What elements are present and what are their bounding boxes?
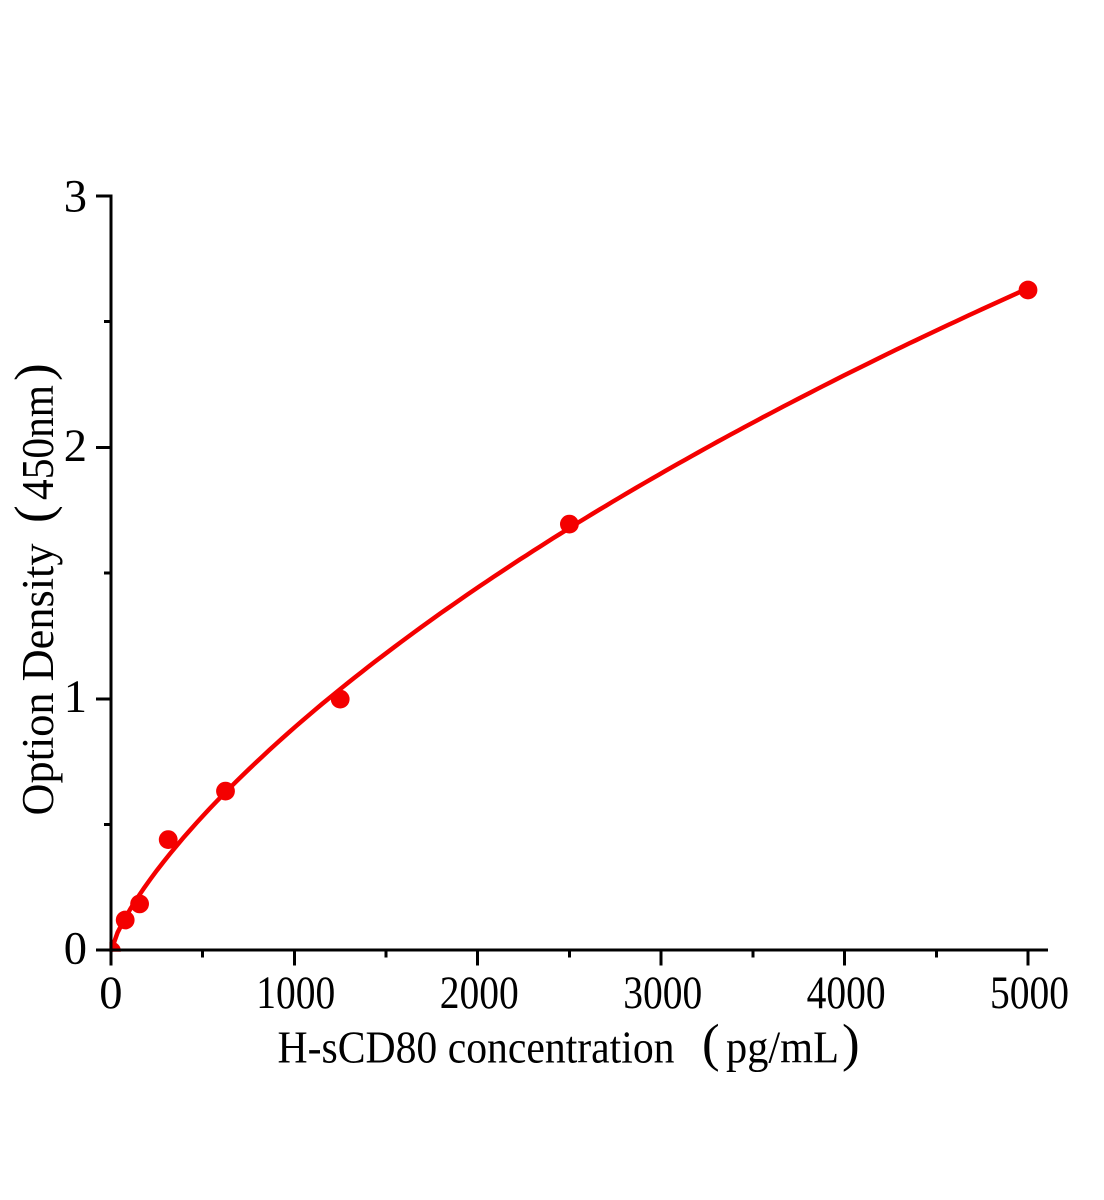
svg-text:): ): [842, 1015, 860, 1073]
svg-text:0: 0: [64, 924, 87, 975]
svg-text:5000: 5000: [990, 968, 1069, 1019]
svg-text:0: 0: [99, 968, 122, 1019]
svg-text:): ): [5, 363, 63, 381]
svg-text:2: 2: [64, 421, 87, 472]
svg-text:1: 1: [64, 672, 87, 723]
svg-text:1000: 1000: [256, 968, 335, 1019]
svg-text:(: (: [5, 505, 63, 523]
svg-text:(: (: [702, 1015, 720, 1073]
svg-text:Option Density: Option Density: [13, 543, 63, 815]
svg-text:2000: 2000: [440, 968, 519, 1019]
svg-text:3000: 3000: [623, 968, 702, 1019]
svg-text:pg/mL: pg/mL: [726, 1023, 839, 1073]
svg-text:H-sCD80 concentration: H-sCD80 concentration: [278, 1022, 675, 1073]
svg-text:450nm: 450nm: [13, 385, 63, 500]
svg-text:4000: 4000: [807, 968, 886, 1019]
svg-text:3: 3: [64, 171, 87, 222]
